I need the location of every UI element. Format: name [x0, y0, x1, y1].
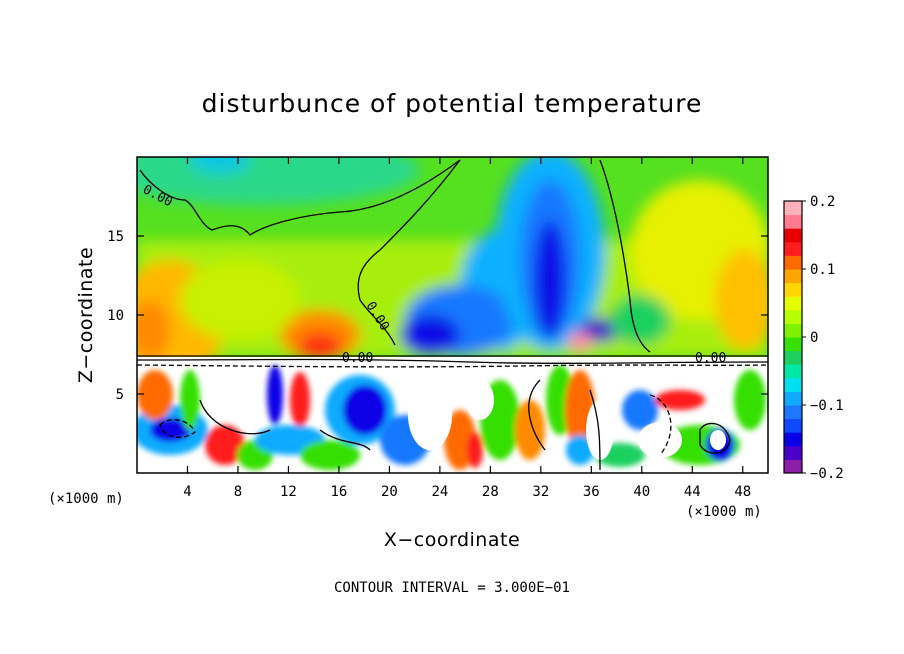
x-tick-label: 40: [633, 484, 650, 500]
x-tick-label: 24: [431, 484, 448, 500]
colorbar-tick-label: −0.2: [810, 466, 844, 482]
colorbar-swatch: [784, 241, 802, 256]
x-axis-ticks: 4 8 12 16 20 24 28 32 36 40 44 48: [183, 157, 751, 500]
colorbar-swatch: [784, 228, 802, 243]
y-axis-ticks: 5 10 15: [107, 229, 768, 403]
colorbar-swatch: [784, 364, 802, 379]
x-tick-label: 20: [381, 484, 398, 500]
colorbar-swatch: [784, 350, 802, 365]
x-tick-label: 8: [234, 484, 242, 500]
colorbar-tick-label: −0.1: [810, 398, 844, 414]
plot-field: [137, 157, 768, 473]
y-tick-label: 15: [107, 229, 124, 245]
y-tick-label: 5: [116, 387, 124, 403]
y-axis-label: Z−coordinate: [75, 247, 97, 383]
colorbar-swatch: [784, 418, 802, 433]
x-tick-label: 16: [330, 484, 347, 500]
colorbar-swatch: [784, 445, 802, 460]
x-tick-label: 36: [583, 484, 600, 500]
contour-label: 0.00: [695, 351, 726, 366]
colorbar-swatch: [784, 405, 802, 420]
colorbar-tick-label: 0.1: [810, 262, 835, 278]
colorbar-swatch: [784, 432, 802, 447]
colorbar-swatch: [784, 201, 802, 216]
x-unit-left: (×1000 m): [48, 491, 124, 507]
x-tick-label: 44: [684, 484, 701, 500]
x-tick-label: 48: [734, 484, 751, 500]
contour-label: 0.00: [342, 351, 373, 366]
colorbar-swatch: [784, 269, 802, 284]
contour-interval-note: CONTOUR INTERVAL = 3.000E−01: [334, 580, 570, 596]
x-tick-label: 32: [532, 484, 549, 500]
colorbar-swatch: [784, 296, 802, 311]
colorbar-ticks: 0.2 0.1 0 −0.1 −0.2: [802, 194, 844, 482]
x-axis-label: X−coordinate: [384, 529, 520, 551]
colorbar: [783, 200, 803, 474]
x-unit-right: (×1000 m): [686, 504, 762, 520]
colorbar-swatch: [784, 255, 802, 270]
colorbar-swatch: [784, 377, 802, 392]
colorbar-swatch: [784, 391, 802, 406]
x-tick-label: 12: [280, 484, 297, 500]
colorbar-swatch: [784, 309, 802, 324]
colorbar-swatch: [784, 282, 802, 297]
colorbar-swatch: [784, 459, 802, 474]
x-tick-label: 4: [183, 484, 191, 500]
colorbar-tick-label: 0.2: [810, 194, 835, 210]
y-tick-label: 10: [107, 308, 124, 324]
chart-title: disturbunce of potential temperature: [202, 89, 703, 118]
x-tick-label: 28: [482, 484, 499, 500]
colorbar-swatch: [784, 337, 802, 352]
colorbar-tick-label: 0: [810, 330, 818, 346]
colorbar-swatch: [784, 214, 802, 229]
colorbar-swatch: [784, 323, 802, 338]
